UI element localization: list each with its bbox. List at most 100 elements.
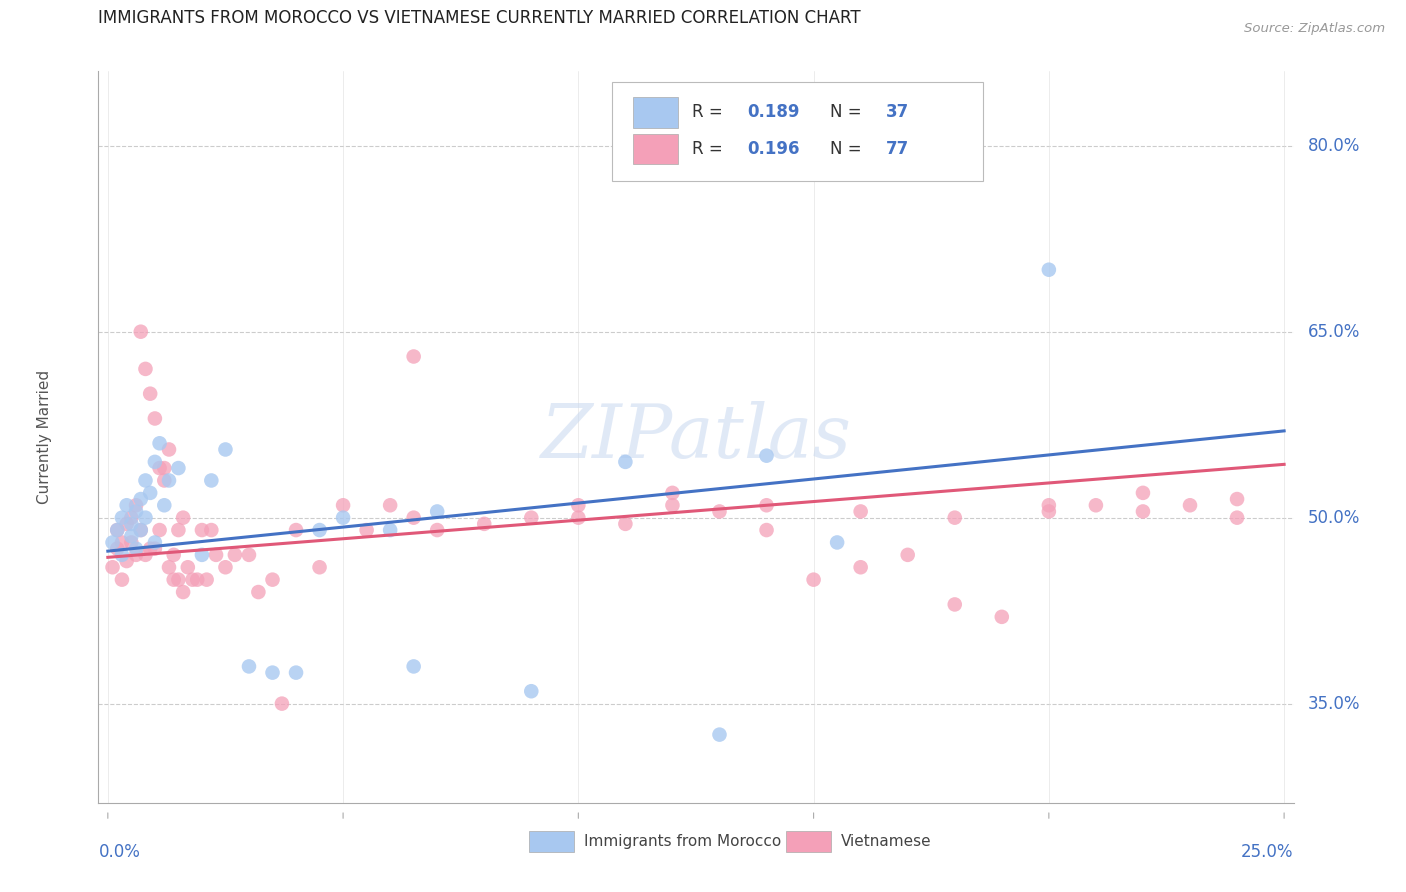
Point (205, 548, 228, 562)
Point (991, 610, 1014, 624)
Point (139, 486, 162, 500)
Point (149, 461, 172, 475)
Point (200, 474, 222, 488)
Point (1132, 504, 1154, 518)
Point (943, 510, 966, 524)
Text: 50.0%: 50.0% (1308, 508, 1360, 526)
Point (134, 510, 156, 524)
Text: 80.0%: 80.0% (1308, 136, 1360, 154)
Point (125, 541, 148, 556)
Point (191, 548, 214, 562)
Point (614, 455, 637, 469)
Point (755, 523, 778, 537)
Point (520, 510, 543, 524)
Text: Source: ZipAtlas.com: Source: ZipAtlas.com (1244, 22, 1385, 36)
Point (149, 523, 172, 537)
Point (149, 436, 172, 450)
Point (157, 560, 180, 574)
Point (125, 498, 148, 512)
Point (1084, 498, 1107, 512)
Text: R =: R = (692, 140, 728, 158)
Text: Vietnamese: Vietnamese (841, 834, 931, 849)
Point (111, 510, 134, 524)
Point (755, 449, 778, 463)
Point (125, 504, 148, 518)
Text: N =: N = (830, 103, 866, 121)
Point (755, 498, 778, 512)
Point (101, 535, 124, 549)
Point (661, 486, 683, 500)
Point (472, 516, 495, 531)
Point (153, 498, 176, 512)
Point (661, 498, 683, 512)
Point (1132, 486, 1154, 500)
Point (191, 523, 214, 537)
Point (271, 697, 294, 711)
Point (163, 548, 186, 562)
Point (520, 684, 543, 698)
Point (402, 510, 425, 524)
Point (1038, 262, 1060, 277)
Point (134, 548, 156, 562)
Point (195, 573, 218, 587)
Text: 37: 37 (886, 103, 910, 121)
Point (943, 598, 966, 612)
Point (803, 573, 825, 587)
Point (262, 665, 284, 680)
Point (247, 585, 270, 599)
Point (129, 523, 152, 537)
Point (115, 554, 138, 568)
Text: Immigrants from Morocco: Immigrants from Morocco (583, 834, 780, 849)
Text: 35.0%: 35.0% (1308, 695, 1361, 713)
Point (143, 411, 166, 425)
Text: 0.196: 0.196 (748, 140, 800, 158)
Point (172, 510, 194, 524)
Point (129, 325, 152, 339)
Point (849, 560, 872, 574)
Point (111, 535, 134, 549)
FancyBboxPatch shape (786, 831, 831, 852)
FancyBboxPatch shape (633, 97, 678, 128)
Point (426, 523, 449, 537)
Point (426, 504, 449, 518)
Point (177, 560, 200, 574)
Point (101, 560, 124, 574)
Point (139, 386, 162, 401)
Point (163, 573, 186, 587)
Text: N =: N = (830, 140, 866, 158)
Point (567, 498, 589, 512)
FancyBboxPatch shape (613, 82, 983, 181)
Point (567, 510, 589, 524)
Point (115, 516, 138, 531)
Point (120, 529, 142, 543)
Point (200, 523, 222, 537)
Point (143, 455, 166, 469)
Point (356, 523, 378, 537)
Text: 25.0%: 25.0% (1241, 843, 1294, 861)
Point (1178, 498, 1201, 512)
Point (238, 659, 260, 673)
Point (157, 442, 180, 457)
Point (120, 535, 142, 549)
Point (181, 573, 204, 587)
Point (111, 548, 134, 562)
Point (308, 560, 330, 574)
Point (285, 523, 308, 537)
Point (849, 504, 872, 518)
Text: ZIPatlas: ZIPatlas (540, 401, 852, 474)
Point (129, 491, 152, 506)
Text: 0.189: 0.189 (748, 103, 800, 121)
Point (105, 523, 128, 537)
Point (1226, 510, 1249, 524)
Point (120, 510, 142, 524)
Point (111, 573, 134, 587)
Text: R =: R = (692, 103, 728, 121)
Point (167, 461, 190, 475)
Point (214, 442, 236, 457)
Point (167, 573, 190, 587)
Point (897, 548, 920, 562)
Point (1038, 504, 1060, 518)
Point (172, 585, 194, 599)
Point (402, 659, 425, 673)
Point (153, 461, 176, 475)
